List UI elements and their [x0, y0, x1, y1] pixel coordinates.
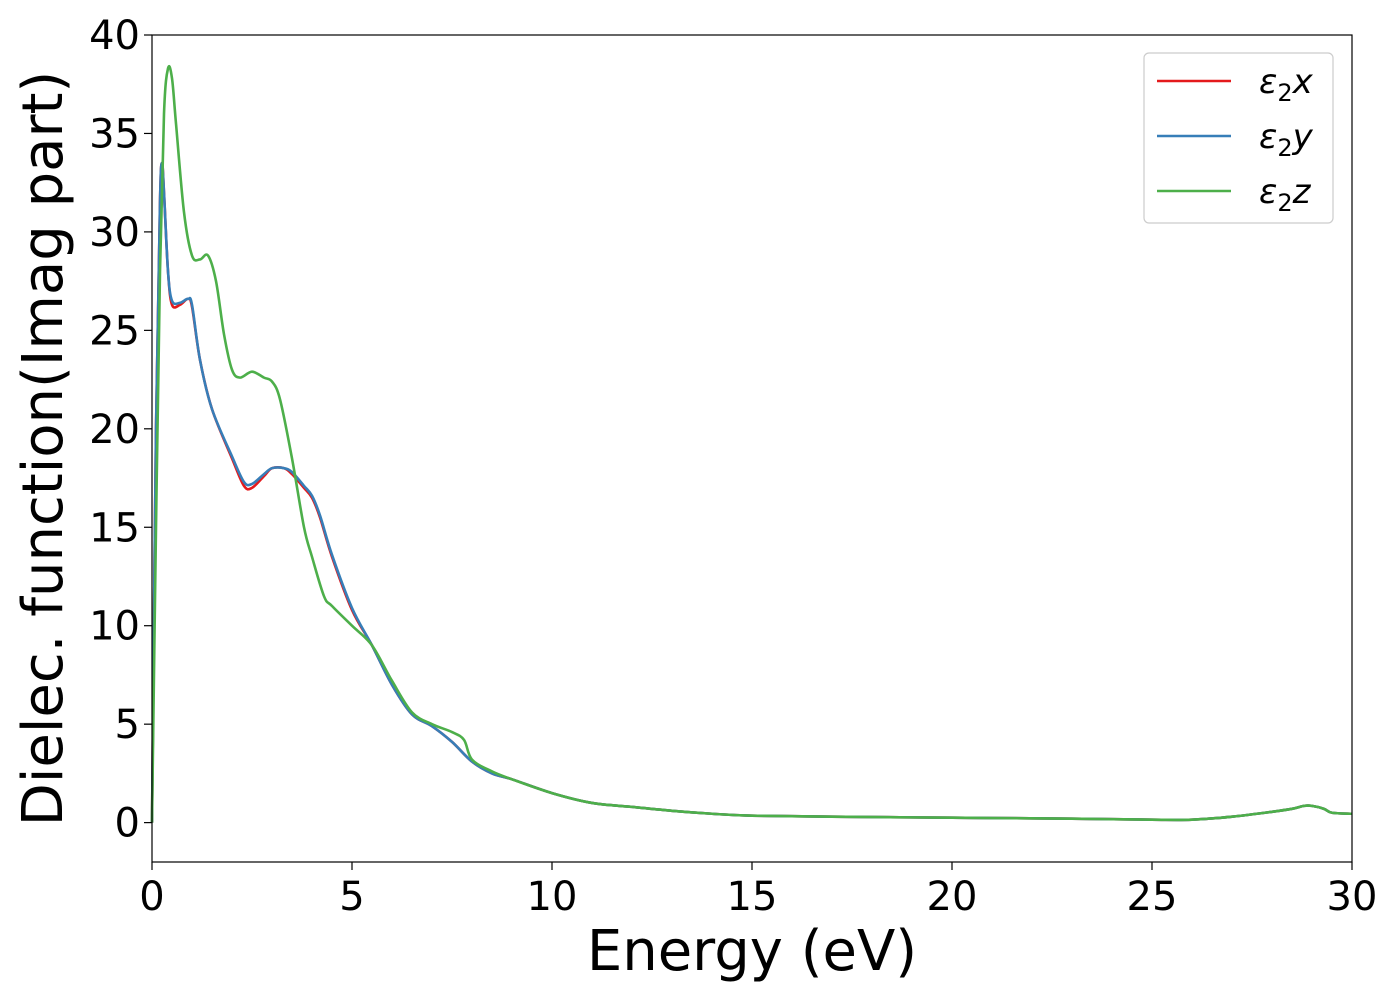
x-tick-label: 0 — [139, 874, 164, 920]
x-tick-label: 25 — [1127, 874, 1178, 920]
legend-label-symbol: ε — [1259, 62, 1277, 102]
x-tick-label: 5 — [339, 874, 364, 920]
y-axis: 0 5 10 15 20 25 30 35 40 — [89, 13, 152, 847]
legend-label-component: x — [1292, 62, 1314, 102]
series-layer — [150, 64, 1353, 823]
x-axis: 0 5 10 15 20 25 30 — [139, 862, 1377, 920]
y-tick-label: 30 — [89, 210, 140, 256]
y-tick-label: 10 — [89, 604, 140, 650]
x-tick-label: 30 — [1327, 874, 1378, 920]
legend-label-subscript: 2 — [1277, 189, 1292, 217]
y-tick-label: 5 — [115, 702, 140, 748]
series-line-z — [150, 64, 1353, 823]
legend-box — [1143, 52, 1334, 224]
x-axis-title: Energy (eV) — [587, 919, 917, 984]
legend-label: ε2z — [1259, 172, 1312, 217]
x-tick-label: 15 — [727, 874, 778, 920]
legend-label-component: y — [1292, 117, 1314, 157]
y-tick-label: 15 — [89, 505, 140, 551]
legend-label: ε2x — [1259, 62, 1314, 107]
x-tick-label: 20 — [927, 874, 978, 920]
x-tick-label: 10 — [527, 874, 578, 920]
legend-label-subscript: 2 — [1277, 79, 1292, 107]
y-tick-label: 40 — [89, 13, 140, 59]
legend-label-subscript: 2 — [1277, 134, 1292, 162]
legend-label-symbol: ε — [1259, 117, 1277, 157]
y-tick-label: 20 — [89, 407, 140, 453]
y-tick-label: 35 — [89, 111, 140, 157]
legend-label-symbol: ε — [1259, 172, 1277, 212]
y-axis-title: Dielec. function(Imag part) — [11, 71, 76, 827]
legend-label-component: z — [1292, 172, 1312, 212]
y-tick-label: 25 — [89, 308, 140, 354]
legend-label: ε2y — [1259, 117, 1314, 162]
y-tick-label: 0 — [115, 801, 140, 847]
